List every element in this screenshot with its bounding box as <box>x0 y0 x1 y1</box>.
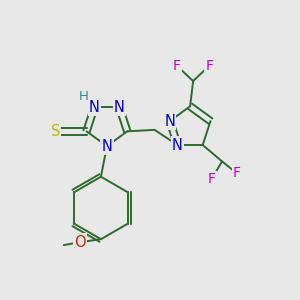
Text: S: S <box>51 124 60 139</box>
Text: F: F <box>206 58 213 73</box>
Text: H: H <box>79 90 89 103</box>
Text: N: N <box>101 139 112 154</box>
Text: N: N <box>114 100 125 115</box>
Text: F: F <box>233 166 241 180</box>
Text: F: F <box>173 58 181 73</box>
Text: F: F <box>208 172 216 186</box>
Text: N: N <box>89 100 100 115</box>
Text: O: O <box>74 235 86 250</box>
Text: N: N <box>164 114 175 129</box>
Text: N: N <box>172 137 183 152</box>
